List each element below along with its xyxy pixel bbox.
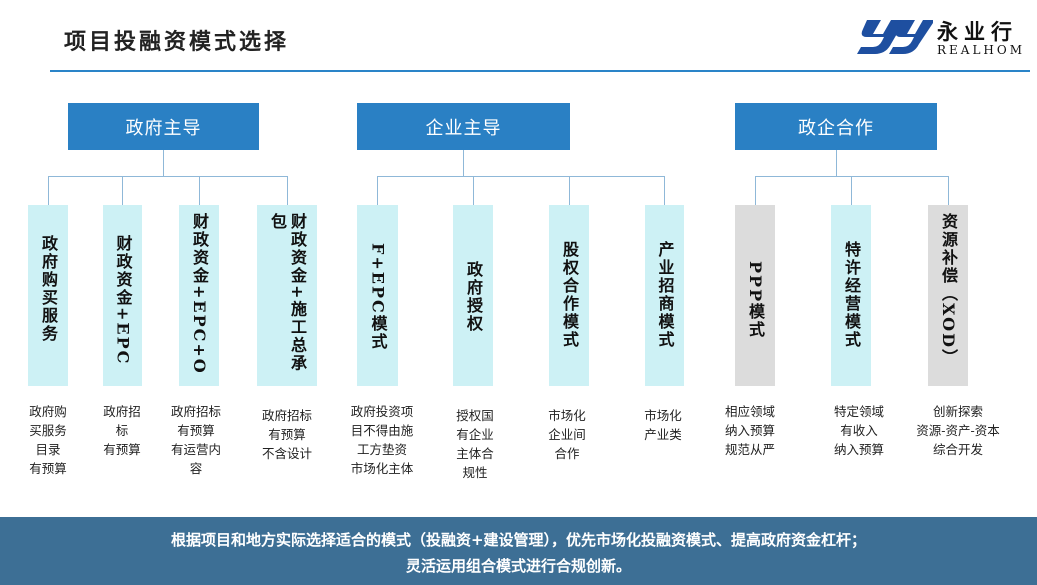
mode-description: 授权国 有企业 主体合 规性 <box>456 408 494 480</box>
connector <box>948 176 949 205</box>
connector <box>664 176 665 205</box>
mode-label: 资源补偿（XOD） <box>939 213 958 367</box>
mode-label: 股权合作模式 <box>560 241 579 349</box>
connector <box>199 176 200 205</box>
mode-box: 政府授权 <box>453 205 493 386</box>
mode-description: 政府购 买服务 目录 有预算 <box>29 404 67 476</box>
mode-description: 创新探索 资源-资产-资本 综合开发 <box>916 404 1000 457</box>
connector <box>473 176 474 205</box>
logo: 永业行 REALHOM <box>855 14 1030 60</box>
connector <box>463 150 464 176</box>
group-header-government: 政府主导 <box>68 103 259 150</box>
group-header-partnership: 政企合作 <box>735 103 937 150</box>
connector <box>377 176 665 177</box>
mode-box: 财政资金+施工总承包 <box>257 205 317 386</box>
logo-text-en: REALHOM <box>937 43 1026 57</box>
connector <box>122 176 123 205</box>
mode-description: 政府投资项 目不得由施 工方垫资 市场化主体 <box>350 404 414 476</box>
mode-description: 政府招标有预算 <box>103 404 141 457</box>
connector <box>163 150 164 176</box>
connector <box>48 176 49 205</box>
mode-box: 资源补偿（XOD） <box>928 205 968 386</box>
mode-description: 政府招标 有预算 不含设计 <box>261 408 312 461</box>
mode-box: 特许经营模式 <box>831 205 871 386</box>
mode-description: 相应领域 纳入预算 规范从严 <box>724 404 775 457</box>
mode-box: 财政资金+EPC <box>103 205 142 386</box>
mode-description: 市场化 企业间 合作 <box>548 408 586 461</box>
connector <box>48 176 288 177</box>
connector <box>287 176 288 205</box>
connector <box>851 176 852 205</box>
page-title: 项目投融资模式选择 <box>64 30 290 55</box>
group-header-enterprise: 企业主导 <box>357 103 570 150</box>
summary-footer: 根据项目和地方实际选择适合的模式（投融资+建设管理），优先市场化投融资模式、提高… <box>0 517 1037 585</box>
connector <box>569 176 570 205</box>
mode-label: 财政资金+施工总承包 <box>268 213 307 373</box>
mode-description: 政府招标 有预算 有运营内容 <box>170 404 221 476</box>
mode-box: F+EPC模式 <box>357 205 398 386</box>
realhom-logo-icon <box>857 20 933 54</box>
mode-label: F+EPC模式 <box>368 243 388 351</box>
mode-description: 市场化 产业类 <box>644 408 682 442</box>
mode-box: 产业招商模式 <box>645 205 684 386</box>
connector <box>836 150 837 176</box>
title-divider <box>50 70 1030 72</box>
mode-label: 政府购买服务 <box>39 235 58 343</box>
logo-text-cn: 永业行 <box>937 19 1018 44</box>
mode-label: 产业招商模式 <box>655 241 675 349</box>
connector <box>755 176 756 205</box>
mode-box: 政府购买服务 <box>28 205 68 386</box>
summary-line: 灵活运用组合模式进行合规创新。 <box>405 557 631 575</box>
mode-description: 特定领域 有收入 纳入预算 <box>833 404 884 457</box>
connector <box>377 176 378 205</box>
mode-box: PPP模式 <box>735 205 775 386</box>
mode-label: 财政资金+EPC+O <box>190 213 209 375</box>
mode-box: 财政资金+EPC+O <box>179 205 219 386</box>
summary-line: 根据项目和地方实际选择适合的模式（投融资+建设管理），优先市场化投融资模式、提高… <box>170 531 867 549</box>
mode-label: 政府授权 <box>464 261 483 333</box>
mode-box: 股权合作模式 <box>549 205 589 386</box>
mode-label: 特许经营模式 <box>842 241 861 349</box>
mode-label: 财政资金+EPC <box>113 235 133 366</box>
connector <box>755 176 949 177</box>
mode-label: PPP模式 <box>746 261 765 340</box>
